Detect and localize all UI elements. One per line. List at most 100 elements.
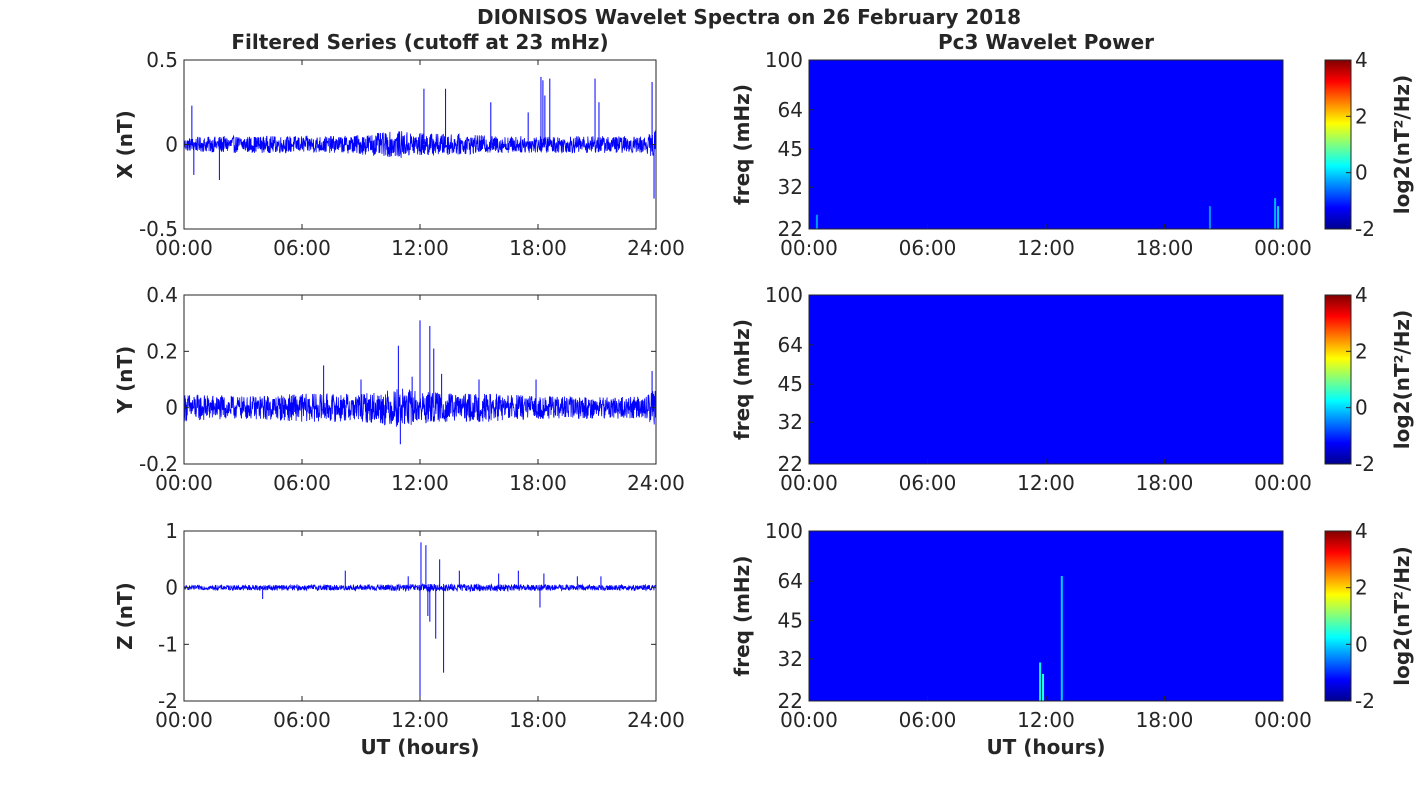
colorbar-label: log2(nT²/Hz) xyxy=(1390,310,1414,449)
y-tick-label: -0.5 xyxy=(139,217,178,241)
x-tick-label: 00:00 xyxy=(780,708,838,732)
x-tick-label: 12:00 xyxy=(1017,236,1075,260)
colorbar-gradient xyxy=(1324,530,1352,702)
colorbar-tick-label: -2 xyxy=(1355,452,1375,476)
x-tick-label: 12:00 xyxy=(391,708,449,732)
y-tick-label: 32 xyxy=(778,175,803,199)
y-tick-label: 0.5 xyxy=(146,48,178,72)
left-x-axis-label: UT (hours) xyxy=(360,735,479,759)
x-tick-label: 18:00 xyxy=(509,236,567,260)
wavelet-feature xyxy=(1208,206,1211,229)
y-tick-label: 0 xyxy=(165,396,178,420)
y-tick-label: 100 xyxy=(765,48,803,72)
y-tick-label: -2 xyxy=(158,689,178,713)
colorbar-tick-label: -2 xyxy=(1355,217,1375,241)
series-panel-y: 00:00 06:00 12:00 18:00 24:00 -0.2 0 0.2 0.4 Y (n… xyxy=(113,283,685,495)
colorbar-label: log2(nT²/Hz) xyxy=(1390,75,1414,214)
colorbar: -2 0 2 4 log2(nT²/Hz) xyxy=(1324,48,1414,241)
x-tick-label: 00:00 xyxy=(155,236,213,260)
x-tick-label: 06:00 xyxy=(899,708,957,732)
x-tick-label: 00:00 xyxy=(1254,708,1312,732)
colorbar-label: log2(nT²/Hz) xyxy=(1390,546,1414,685)
y-axis-label: freq (mHz) xyxy=(730,556,754,677)
x-tick-label: 06:00 xyxy=(899,236,957,260)
x-tick-label: 00:00 xyxy=(155,471,213,495)
y-tick-label: 45 xyxy=(778,372,803,396)
colorbar-tick-label: 2 xyxy=(1355,576,1368,600)
x-tick-label: 00:00 xyxy=(1254,471,1312,495)
x-tick-label: 24:00 xyxy=(627,236,685,260)
x-tick-label: 00:00 xyxy=(780,471,838,495)
y-tick-label: 22 xyxy=(778,452,803,476)
wavelet-feature xyxy=(1277,206,1280,229)
colorbar-tick-label: 0 xyxy=(1355,396,1368,420)
y-axis-label: X (nT) xyxy=(113,110,137,179)
y-tick-label: 0.2 xyxy=(146,339,178,363)
y-tick-label: 64 xyxy=(778,333,803,357)
y-tick-label: 64 xyxy=(778,569,803,593)
x-tick-label: 24:00 xyxy=(627,708,685,732)
y-axis-label: freq (mHz) xyxy=(730,319,754,440)
right-x-axis-label: UT (hours) xyxy=(986,735,1105,759)
right-column-title: Pc3 Wavelet Power xyxy=(938,30,1154,54)
left-column-title: Filtered Series (cutoff at 23 mHz) xyxy=(231,30,608,54)
x-tick-label: 18:00 xyxy=(1136,471,1194,495)
wavelet-panel-z: 00:00 06:00 12:00 18:00 00:0022324564100freq… xyxy=(730,519,1414,732)
colorbar-tick-label: 0 xyxy=(1355,161,1368,185)
y-tick-label: 32 xyxy=(778,410,803,434)
wavelet-background xyxy=(809,531,1283,701)
y-axis-label: freq (mHz) xyxy=(730,84,754,205)
x-tick-label: 18:00 xyxy=(509,471,567,495)
y-tick-label: 32 xyxy=(778,647,803,671)
x-tick-label: 18:00 xyxy=(509,708,567,732)
wavelet-feature xyxy=(815,214,818,229)
wavelet-feature xyxy=(1060,575,1063,701)
colorbar-tick-label: 4 xyxy=(1355,283,1368,307)
y-tick-label: -1 xyxy=(158,632,178,656)
x-tick-label: 12:00 xyxy=(391,471,449,495)
y-tick-label: 45 xyxy=(778,609,803,633)
y-tick-label: 0 xyxy=(165,133,178,157)
y-tick-label: 45 xyxy=(778,137,803,161)
x-tick-label: 18:00 xyxy=(1136,708,1194,732)
colorbar-gradient xyxy=(1324,294,1352,465)
colorbar-tick-label: 4 xyxy=(1355,48,1368,72)
x-tick-label: 06:00 xyxy=(273,236,331,260)
wavelet-feature xyxy=(1039,662,1042,701)
series-panel-z: 00:00 06:00 12:00 18:00 24:00 -2 -1 0 1 Z (nT) xyxy=(113,519,685,732)
y-tick-label: 64 xyxy=(778,98,803,122)
x-tick-label: 12:00 xyxy=(391,236,449,260)
y-tick-label: 0.4 xyxy=(146,283,178,307)
x-tick-label: 00:00 xyxy=(1254,236,1312,260)
wavelet-background xyxy=(809,60,1283,229)
y-axis-label: Y (nT) xyxy=(113,346,137,415)
y-tick-label: 100 xyxy=(765,519,803,543)
wavelet-feature xyxy=(1042,673,1045,701)
x-tick-label: 06:00 xyxy=(273,708,331,732)
y-tick-label: 1 xyxy=(165,519,178,543)
series-panel-x: 00:00 06:00 12:00 18:00 24:00 -0.5 0 0.5 X (nT) xyxy=(113,48,685,260)
x-tick-label: 12:00 xyxy=(1017,708,1075,732)
colorbar-tick-label: -2 xyxy=(1355,689,1375,713)
colorbar-tick-label: 4 xyxy=(1355,519,1368,543)
signal-trace xyxy=(183,130,657,158)
y-tick-label: 22 xyxy=(778,217,803,241)
y-tick-label: 0 xyxy=(165,576,178,600)
colorbar-tick-label: 2 xyxy=(1355,339,1368,363)
x-tick-label: 06:00 xyxy=(899,471,957,495)
x-tick-label: 06:00 xyxy=(273,471,331,495)
y-tick-label: 22 xyxy=(778,689,803,713)
colorbar-gradient xyxy=(1324,59,1352,230)
x-tick-label: 18:00 xyxy=(1136,236,1194,260)
x-tick-label: 24:00 xyxy=(627,471,685,495)
y-axis-label: Z (nT) xyxy=(113,582,137,650)
wavelet-panel-y: 00:00 06:00 12:00 18:00 00:0022324564100freq… xyxy=(730,283,1414,495)
figure-title: DIONISOS Wavelet Spectra on 26 February … xyxy=(477,5,1021,29)
y-tick-label: 100 xyxy=(765,283,803,307)
wavelet-feature xyxy=(1274,198,1277,229)
y-tick-label: -0.2 xyxy=(139,452,178,476)
colorbar: -2 0 2 4 log2(nT²/Hz) xyxy=(1324,283,1414,476)
wavelet-background xyxy=(809,295,1283,464)
x-tick-label: 12:00 xyxy=(1017,471,1075,495)
